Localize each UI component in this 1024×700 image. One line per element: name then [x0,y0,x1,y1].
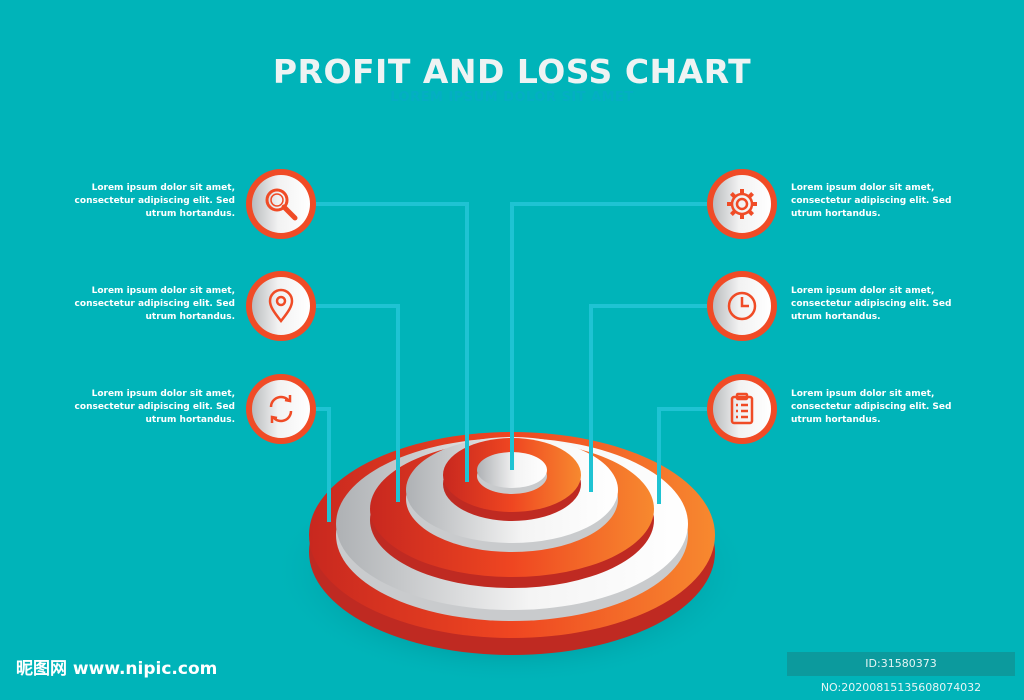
target-diagram [272,202,752,683]
page-title: PROFIT AND LOSS CHART [272,52,752,91]
text-line: Lorem ipsum dolor sit amet, [791,389,935,399]
icon-badge-location [246,271,316,341]
icon-badge-refresh [246,374,316,444]
text-line: consectetur adipiscing elit. Sed [74,299,235,309]
item-text: Lorem ipsum dolor sit amet, consectetur … [791,182,991,221]
refresh-icon [269,395,293,423]
text-line: Lorem ipsum dolor sit amet, [791,183,935,193]
text-line: utrum hortandus. [145,312,235,322]
page-subtitle: LOREM IPSUM DOLOR SIT AMET [390,90,634,105]
connector-line [316,202,469,482]
item-text: Lorem ipsum dolor sit amet, consectetur … [791,388,991,427]
clock-icon [727,291,757,321]
text-line: Lorem ipsum dolor sit amet, [91,389,235,399]
connector-line [316,304,400,502]
connector-line [316,407,331,522]
text-line: utrum hortandus. [791,415,881,425]
watermark-id: ID:31580373 NO:20200815135608074032 [787,652,1015,694]
connector-line [510,202,707,470]
clipboard-icon [730,392,754,425]
icon-badge-search [246,169,316,239]
icon-badge-clock [707,271,777,341]
item-text: Lorem ipsum dolor sit amet, consectetur … [35,388,235,427]
watermark-logo: 昵图网 www.nipic.com [16,659,218,679]
icon-badge-clipboard [707,374,777,444]
text-line: consectetur adipiscing elit. Sed [791,402,952,412]
text-line: consectetur adipiscing elit. Sed [791,196,952,206]
text-line: utrum hortandus. [145,209,235,219]
item-text: Lorem ipsum dolor sit amet, consectetur … [35,285,235,324]
text-line: utrum hortandus. [791,312,881,322]
item-text: Lorem ipsum dolor sit amet, consectetur … [35,182,235,221]
text-line: consectetur adipiscing elit. Sed [74,402,235,412]
text-line: utrum hortandus. [791,209,881,219]
connector-line [657,407,707,504]
search-icon [265,188,298,221]
item-text: Lorem ipsum dolor sit amet, consectetur … [791,285,991,324]
text-line: Lorem ipsum dolor sit amet, [91,286,235,296]
text-line: Lorem ipsum dolor sit amet, [791,286,935,296]
text-line: consectetur adipiscing elit. Sed [74,196,235,206]
text-line: Lorem ipsum dolor sit amet, [91,183,235,193]
gear-icon [727,189,757,219]
connector-line [589,304,707,492]
text-line: consectetur adipiscing elit. Sed [791,299,952,309]
location-pin-icon [268,288,294,324]
text-line: utrum hortandus. [145,415,235,425]
icon-badge-gear [707,169,777,239]
